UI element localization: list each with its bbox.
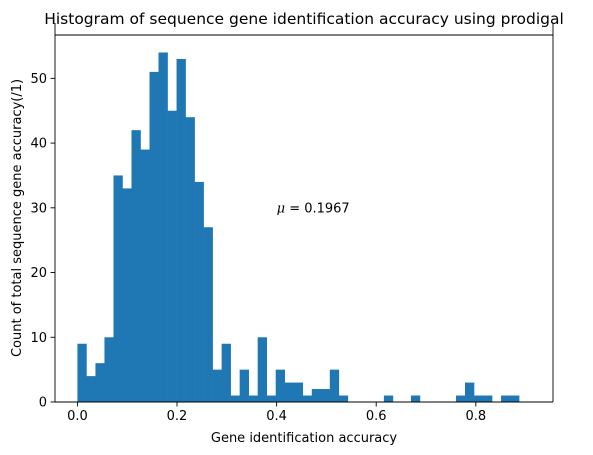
x-tick-label: 0.4 xyxy=(266,409,287,424)
histogram-bar xyxy=(321,389,330,402)
histogram-bar xyxy=(456,396,465,402)
y-tick-label: 50 xyxy=(30,72,47,87)
histogram-bar xyxy=(177,59,186,402)
histogram-bar xyxy=(104,337,113,402)
histogram-bar xyxy=(510,396,519,402)
histogram-bar xyxy=(204,227,213,402)
histogram-bar xyxy=(131,130,140,402)
y-axis-label: Count of total sequence gene accuracy(/1… xyxy=(10,79,25,357)
histogram-bar xyxy=(312,389,321,402)
x-tick-label: 0.0 xyxy=(67,409,88,424)
histogram-bar xyxy=(303,396,312,402)
y-tick-label: 40 xyxy=(30,137,47,152)
histogram-bar xyxy=(411,396,420,402)
histogram-bar xyxy=(339,396,348,402)
x-axis-label: Gene identification accuracy xyxy=(211,431,398,446)
histogram-bar xyxy=(113,175,122,402)
histogram-bar xyxy=(222,344,231,402)
histogram-bar xyxy=(77,344,86,402)
mean-symbol: μ xyxy=(277,201,285,216)
histogram-bar xyxy=(168,111,177,402)
y-tick-label: 0 xyxy=(39,396,47,411)
histogram-bar xyxy=(249,396,258,402)
histogram-bar xyxy=(285,383,294,402)
histogram-bar xyxy=(122,188,131,402)
histogram-bar xyxy=(330,370,339,402)
y-tick-label: 20 xyxy=(30,266,47,281)
histogram-bar xyxy=(474,396,483,402)
histogram-bar xyxy=(294,383,303,402)
mean-value: = 0.1967 xyxy=(285,201,350,216)
histogram-bar xyxy=(267,396,276,402)
x-tick-label: 0.6 xyxy=(366,409,387,424)
histogram-bar xyxy=(384,396,393,402)
chart-title: Histogram of sequence gene identificatio… xyxy=(44,10,564,28)
mean-annotation: μ = 0.1967 xyxy=(277,201,350,216)
histogram-bar xyxy=(150,72,159,402)
x-tick-label: 0.2 xyxy=(167,409,188,424)
histogram-bar xyxy=(86,376,95,402)
histogram-bar xyxy=(483,396,492,402)
histogram-bar xyxy=(258,337,267,402)
histogram-bar xyxy=(276,370,285,402)
histogram-bar xyxy=(240,370,249,402)
y-tick-label: 30 xyxy=(30,201,47,216)
histogram-bar xyxy=(141,150,150,402)
histogram-bar xyxy=(465,383,474,402)
histogram-bar xyxy=(231,396,240,402)
histogram-bar xyxy=(213,370,222,402)
histogram-bar xyxy=(501,396,510,402)
histogram-bar xyxy=(159,52,168,402)
histogram-bar xyxy=(195,182,204,402)
histogram-bar xyxy=(95,363,104,402)
histogram-bar xyxy=(186,117,195,402)
y-tick-label: 10 xyxy=(30,331,47,346)
x-tick-label: 0.8 xyxy=(465,409,486,424)
